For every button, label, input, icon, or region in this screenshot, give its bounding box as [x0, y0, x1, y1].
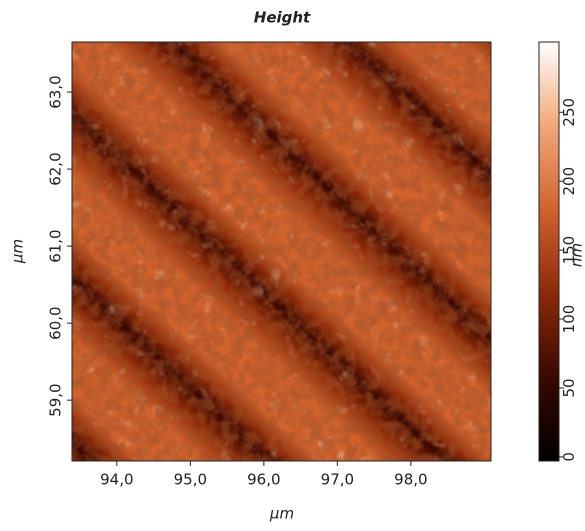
y-tick-label: 62,0 [47, 152, 65, 185]
x-tick-label: 94,0 [100, 471, 133, 489]
texture [72, 42, 491, 461]
x-axis-label: μm [269, 505, 294, 523]
x-tick-label: 98,0 [394, 471, 427, 489]
x-tick-label: 96,0 [247, 471, 280, 489]
y-tick-label: 60,0 [47, 306, 65, 339]
x-tick-label: 95,0 [174, 471, 207, 489]
colorbar-tick-label: 100 [560, 305, 578, 334]
y-tick-label: 63,0 [47, 75, 65, 108]
chart-title: Height [254, 9, 311, 27]
colorbar-tick-label: 150 [560, 236, 578, 265]
colorbar-tick-label: 200 [560, 167, 578, 196]
colorbar-tick-label: 50 [560, 378, 578, 397]
colorbar-tick-label: 250 [560, 98, 578, 127]
colorbar [539, 42, 559, 461]
colorbar-tick-label: 0 [560, 452, 578, 462]
height-image [72, 42, 491, 461]
y-tick-label: 61,0 [47, 229, 65, 262]
x-tick-label: 97,0 [321, 471, 354, 489]
y-tick-label: 59,0 [47, 383, 65, 416]
y-axis-label: μm [9, 239, 27, 264]
